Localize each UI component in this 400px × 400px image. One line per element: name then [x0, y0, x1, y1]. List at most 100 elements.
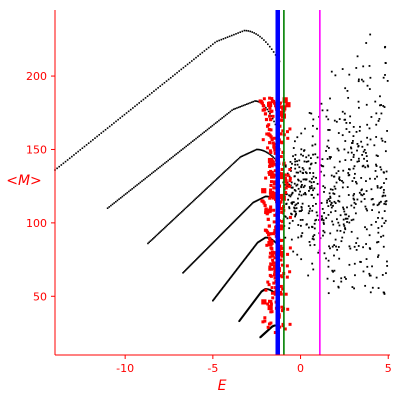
cloud-point: [375, 165, 378, 167]
cloud-point: [337, 221, 340, 224]
red-point: [270, 97, 274, 101]
branch-point: [136, 103, 138, 106]
cloud-point: [309, 163, 312, 166]
red-point: [273, 256, 277, 260]
cloud-point: [326, 109, 329, 112]
branch-point: [234, 219, 237, 222]
branch-point: [166, 224, 169, 227]
branch-point: [222, 231, 225, 234]
branch-point: [196, 136, 199, 139]
cloud-point: [350, 230, 353, 233]
branch-point: [260, 149, 263, 151]
cloud-point: [320, 202, 323, 204]
branch-point: [180, 68, 183, 71]
branch-point: [230, 34, 233, 37]
cloud-point: [293, 188, 296, 191]
branch-point: [191, 262, 193, 265]
branch-point: [237, 216, 239, 219]
cloud-point: [353, 206, 356, 209]
cloud-point: [355, 180, 357, 183]
cloud-point: [380, 168, 383, 171]
red-point: [273, 151, 277, 155]
branch-point: [208, 127, 210, 130]
branch-point: [264, 150, 267, 153]
branch-point: [213, 123, 215, 126]
branch-point: [207, 46, 210, 49]
cloud-point: [350, 204, 353, 207]
cloud-point: [325, 257, 327, 260]
branch-point: [199, 53, 202, 56]
branch-point: [243, 210, 246, 213]
red-point: [270, 267, 274, 271]
branch-point: [245, 208, 248, 211]
cloud-point: [338, 195, 341, 198]
cloud-point: [369, 76, 372, 79]
branch-point: [83, 145, 86, 148]
cloud-point: [294, 215, 296, 218]
cloud-point: [313, 234, 316, 236]
cloud-point: [365, 228, 368, 231]
cloud-point: [355, 67, 358, 69]
branch-point: [182, 148, 184, 150]
branch-point: [220, 233, 223, 236]
branch-point: [225, 228, 227, 231]
cloud-point: [374, 100, 377, 103]
red-point: [268, 267, 272, 271]
branch-point: [247, 206, 249, 209]
cloud-point: [308, 186, 311, 188]
cloud-point: [382, 105, 385, 107]
cloud-point: [334, 74, 337, 77]
branch-point: [126, 191, 129, 194]
branch-point: [151, 238, 154, 240]
branch-point: [262, 149, 264, 152]
cloud-point: [376, 185, 379, 187]
branch-point: [244, 104, 246, 106]
branch-point: [66, 159, 69, 161]
red-point: [265, 212, 269, 216]
branch-point: [201, 191, 204, 194]
cloud-point: [329, 247, 331, 250]
red-point: [273, 213, 277, 217]
branch-point: [161, 229, 164, 231]
cloud-point: [386, 265, 389, 267]
cloud-point: [366, 265, 369, 268]
cloud-point: [330, 202, 333, 204]
cloud-point: [331, 245, 334, 248]
branch-point: [153, 236, 155, 239]
cloud-point: [370, 223, 373, 226]
cloud-point: [355, 248, 358, 251]
red-point: [280, 263, 284, 267]
cloud-point: [341, 236, 344, 239]
branch-point: [183, 146, 186, 149]
cloud-point: [321, 208, 324, 210]
branch-point: [250, 203, 253, 205]
cloud-point: [301, 209, 303, 212]
branch-point: [232, 221, 235, 224]
cloud-point: [290, 193, 293, 196]
y-axis-title: <M>: [6, 173, 42, 189]
branch-point: [162, 163, 165, 166]
branch-point: [247, 30, 250, 32]
red-point: [273, 270, 277, 274]
red-point: [268, 273, 272, 277]
branch-point: [234, 161, 236, 163]
cloud-point: [353, 177, 356, 179]
branch-point: [232, 162, 235, 164]
cloud-point: [358, 191, 361, 194]
branch-point: [146, 176, 148, 179]
cloud-point: [358, 160, 360, 163]
red-point: [284, 186, 288, 190]
branch-point: [150, 239, 153, 241]
red-point: [281, 220, 285, 224]
branch-point: [198, 135, 201, 137]
red-point: [271, 296, 275, 300]
red-point: [265, 124, 270, 128]
cloud-point: [369, 177, 371, 180]
cloud-point: [360, 140, 363, 143]
cloud-point: [353, 245, 356, 248]
branch-point: [157, 87, 159, 89]
red-point: [281, 287, 285, 291]
cloud-point: [322, 219, 325, 222]
cloud-point: [305, 178, 308, 181]
branch-point: [134, 105, 136, 108]
